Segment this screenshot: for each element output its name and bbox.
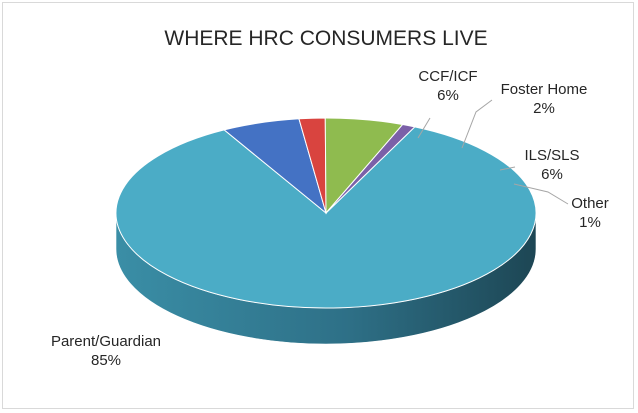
pie-slice-other — [325, 124, 416, 214]
data-label-name-ils-sls: ILS/SLS — [524, 147, 579, 164]
data-label-value-parent-guardian: 85% — [91, 352, 121, 369]
data-label-name-parent-guardian: Parent/Guardian — [51, 333, 161, 350]
leader-line-ccf-icf — [417, 117, 431, 139]
data-label-name-ccf-icf: CCF/ICF — [418, 68, 477, 85]
data-label-name-foster-home: Foster Home — [501, 81, 588, 98]
data-label-value-ccf-icf: 6% — [437, 87, 459, 104]
leader-line-other — [513, 183, 569, 205]
leader-line-ils-sls — [499, 166, 516, 171]
leader-line-foster-home — [461, 99, 493, 149]
chart-title: WHERE HRC CONSUMERS LIVE — [164, 27, 487, 50]
data-label-value-other: 1% — [579, 214, 601, 231]
data-label-value-foster-home: 2% — [533, 100, 555, 117]
data-label-value-ils-sls: 6% — [541, 166, 563, 183]
pie-slice-parent-guardian — [115, 126, 537, 309]
data-label-name-other: Other — [571, 195, 609, 212]
